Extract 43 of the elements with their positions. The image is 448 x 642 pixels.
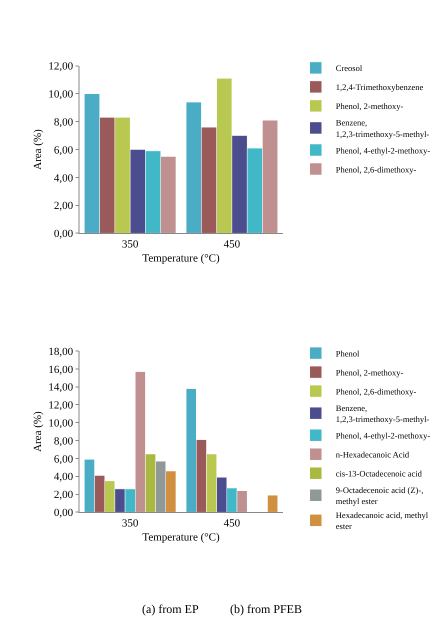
legend-label: Creosol	[336, 63, 363, 74]
y-tick-label: 18,00	[48, 346, 74, 358]
legend-label: Phenol, 2,6-dimethoxy-	[336, 164, 416, 174]
y-tick-label: 8,00	[54, 116, 74, 128]
legend-label: Phenol	[336, 348, 360, 358]
x-tick-label: 350	[122, 517, 139, 530]
y-tick-label: 2,00	[54, 200, 74, 212]
text: (a) from EP	[142, 602, 199, 616]
x-axis-title: Temperature (°C)	[142, 532, 220, 544]
legend-label: n-Hexadecanoic Acid	[336, 450, 410, 460]
y-tick-label: 12,00	[48, 400, 74, 412]
y-tick-label: 2,00	[54, 489, 74, 502]
legend-label: 1,2,4-Trimethoxybenzene	[336, 82, 424, 92]
text: (b) from PFEB	[230, 602, 302, 616]
y-tick-label: 12,00	[48, 60, 74, 73]
y-tick-label: 14,00	[48, 382, 74, 394]
legend-label: 9-Octadecenoic acid (Z)-, methyl ester	[336, 485, 424, 506]
legend-label: Benzene, 1,2,3-trimethoxy-5-methyl-	[336, 402, 430, 424]
legend-label: Phenol, 2-methoxy-	[336, 101, 404, 112]
x-tick-label: 450	[224, 238, 241, 250]
legend-label: Phenol, 2-methoxy-	[336, 367, 404, 378]
y-tick-label: 16,00	[48, 364, 74, 376]
legend-label: Phenol, 2,6-dimethoxy-	[336, 386, 416, 396]
y-tick-label: 6,00	[54, 453, 74, 466]
y-axis-title: Area (%)	[32, 410, 44, 452]
y-axis-title: Area (%)	[32, 128, 44, 170]
x-tick-label: 450	[224, 517, 241, 530]
y-tick-label: 0,00	[54, 228, 74, 240]
legend-label: Phenol, 4-ethyl-2-methoxy-	[336, 430, 430, 441]
x-axis-title: Temperature (°C)	[142, 252, 220, 265]
y-tick-label: 6,00	[54, 144, 74, 156]
y-tick-label: 4,00	[54, 471, 74, 484]
y-tick-label: 4,00	[54, 172, 74, 184]
y-tick-label: 8,00	[54, 435, 74, 448]
legend-label: Benzene, 1,2,3-trimethoxy-5-methyl-	[336, 118, 430, 139]
legend-label: Hexadecanoic acid, methyl ester	[336, 510, 429, 532]
y-tick-label: 0,00	[54, 507, 74, 520]
legend-label: cis-13-Octadecenoic acid	[336, 468, 423, 479]
x-tick-label: 350	[122, 238, 139, 250]
y-tick-label: 10,00	[48, 417, 74, 430]
legend-label: Phenol, 4-ethyl-2-methoxy-	[336, 145, 430, 156]
bar	[267, 494, 278, 512]
y-tick-label: 10,00	[48, 88, 74, 101]
